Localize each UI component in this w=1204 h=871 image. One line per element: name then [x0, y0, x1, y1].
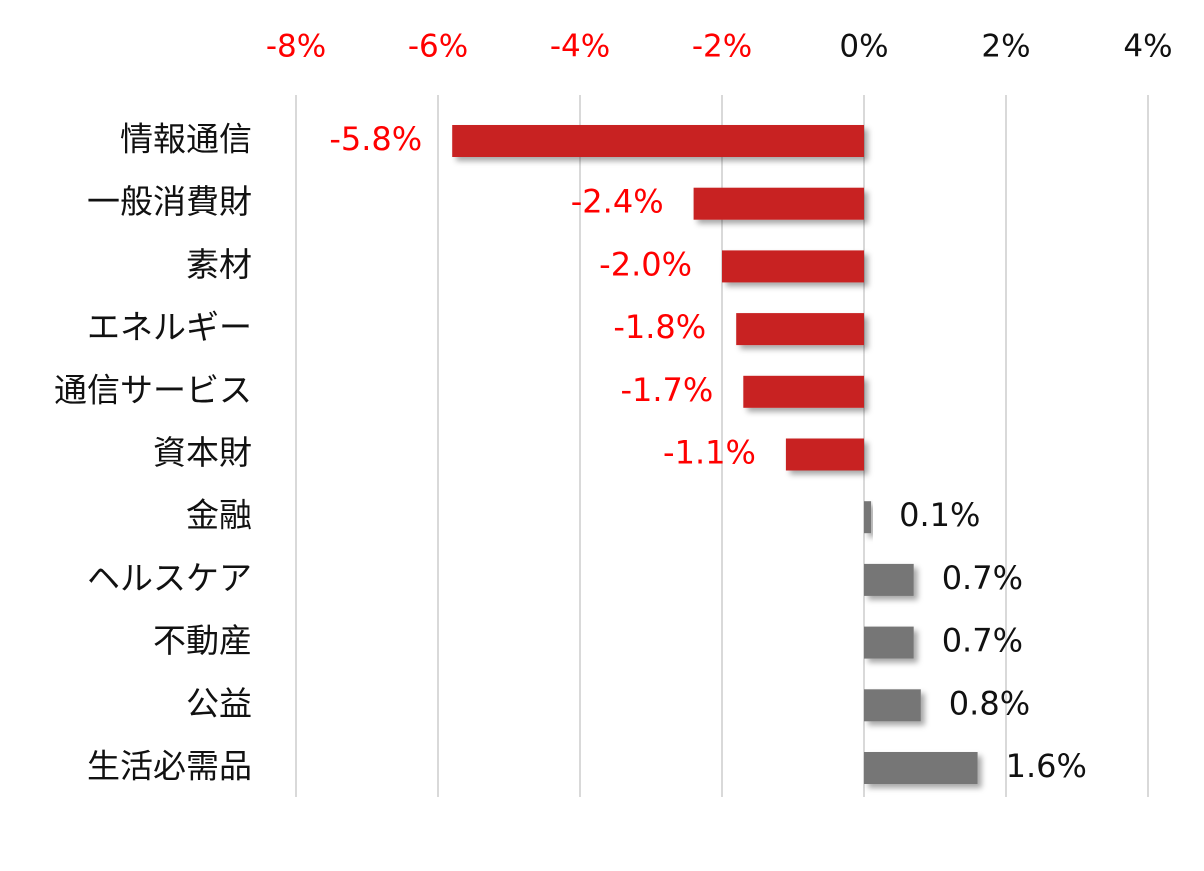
bar: [743, 375, 864, 408]
y-tick-label: 一般消費財: [87, 182, 252, 221]
x-tick-label: 0%: [839, 29, 888, 65]
bar: [864, 563, 914, 596]
y-tick-label: 情報通信: [120, 120, 252, 159]
value-label: 0.7%: [942, 559, 1023, 597]
value-label: -1.8%: [613, 308, 706, 346]
x-tick-label: -8%: [266, 29, 326, 65]
x-tick-label: -6%: [408, 29, 468, 65]
value-label: -5.8%: [329, 120, 422, 158]
y-tick-label: 金融: [186, 496, 252, 535]
bar: [452, 125, 864, 157]
bar: [722, 250, 864, 283]
y-tick-label: 公益: [186, 684, 252, 723]
y-tick-label: 資本財: [153, 433, 252, 472]
y-tick-label: ヘルスケア: [87, 558, 252, 597]
x-tick-label: -2%: [692, 29, 752, 65]
bar: [864, 501, 872, 534]
bar: [864, 689, 921, 722]
y-tick-label: 素材: [186, 245, 252, 284]
bar: [785, 438, 864, 471]
value-label: -2.4%: [571, 183, 664, 221]
value-label: 1.6%: [1006, 747, 1087, 785]
y-tick-label: 不動産: [153, 621, 252, 660]
bar: [864, 626, 914, 659]
bar: [736, 313, 864, 346]
y-tick-label: エネルギー: [87, 308, 252, 347]
y-tick-label: 生活必需品: [87, 747, 252, 786]
x-tick-label: 4%: [1123, 29, 1172, 65]
y-tick-label: 通信サービス: [54, 370, 252, 409]
x-tick-label: -4%: [550, 29, 610, 65]
x-tick-label: 2%: [981, 29, 1030, 65]
bar: [864, 752, 978, 784]
value-label: -1.1%: [663, 434, 756, 472]
value-label: 0.1%: [899, 496, 980, 534]
value-label: 0.7%: [942, 622, 1023, 660]
bar: [693, 187, 864, 220]
value-label: -1.7%: [620, 371, 713, 409]
value-label: 0.8%: [949, 684, 1030, 722]
value-label: -2.0%: [599, 245, 692, 283]
